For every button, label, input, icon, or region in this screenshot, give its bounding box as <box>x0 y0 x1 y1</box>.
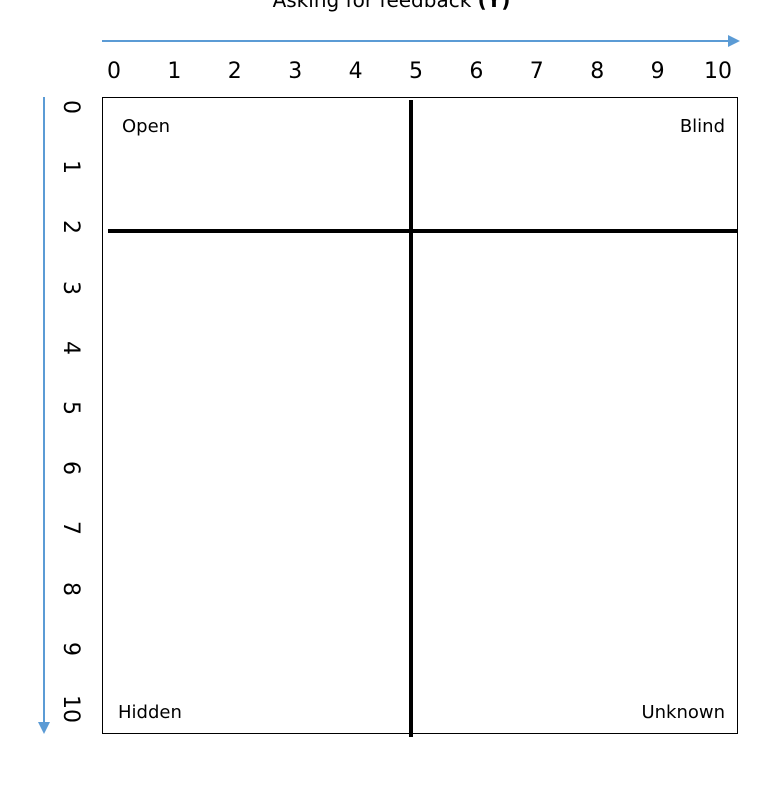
x-axis-tick-label: 10 <box>704 59 732 84</box>
y-axis-tick-label: 5 <box>58 401 83 415</box>
x-axis-tick-label: 7 <box>529 59 544 84</box>
x-axis-tick-label: 8 <box>590 59 605 84</box>
y-axis-tick-label: 3 <box>58 280 83 295</box>
x-axis-arrow-line <box>102 40 730 42</box>
x-axis-tick-label: 1 <box>167 59 182 84</box>
y-axis-tick-label: 7 <box>58 521 83 536</box>
quadrant-label-hidden: Hidden <box>118 702 182 723</box>
x-axis-arrowhead-icon <box>728 35 740 47</box>
x-axis-tick-label: 4 <box>348 59 363 84</box>
quadrant-label-blind: Blind <box>679 116 725 137</box>
x-axis-tick-label: 3 <box>288 59 303 84</box>
vertical-divider-line <box>409 100 413 737</box>
y-axis-tick-label: 1 <box>58 160 83 175</box>
quadrant-label-open: Open <box>122 116 171 137</box>
y-axis-arrow-line <box>43 97 45 725</box>
y-axis-tick-label: 8 <box>58 581 83 596</box>
horizontal-divider-line <box>108 229 738 233</box>
y-axis-tick-label: 9 <box>58 641 83 656</box>
x-axis-tick-label: 5 <box>409 59 423 84</box>
x-axis-tick-label: 9 <box>650 59 665 84</box>
x-axis-tick-label: 6 <box>469 59 484 84</box>
diagram-title: Asking for feedback (Y) <box>0 0 783 12</box>
x-axis-tick-label: 2 <box>227 59 242 84</box>
y-axis-tick-label: 4 <box>58 340 83 355</box>
quadrant-label-unknown: Unknown <box>641 702 725 723</box>
y-axis-tick-label: 6 <box>58 461 83 476</box>
y-axis-tick-label: 2 <box>58 220 83 235</box>
window-grid-frame <box>102 97 738 734</box>
x-axis-tick-label: 0 <box>107 59 121 84</box>
y-axis-tick-label: 0 <box>58 100 83 114</box>
y-axis-tick-label: 10 <box>58 695 83 723</box>
y-axis-arrowhead-icon <box>38 722 50 734</box>
diagram-title-variable: (Y) <box>477 0 511 12</box>
diagram-title-text: Asking for feedback <box>272 0 472 12</box>
